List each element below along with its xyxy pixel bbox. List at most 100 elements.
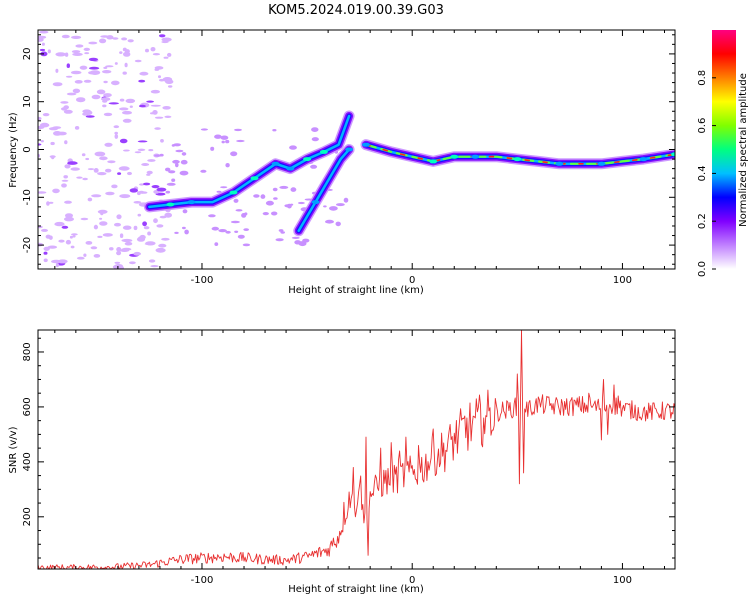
noise-blob <box>133 225 138 231</box>
colorbar: 0.0 0.2 0.4 0.6 0.8 Normalized spectral ampl… <box>697 30 749 277</box>
noise-blob <box>143 182 151 186</box>
noise-blob <box>97 172 107 176</box>
noise-blob <box>105 191 115 196</box>
noise-blob <box>65 75 73 78</box>
ridge-clump <box>311 200 320 205</box>
noise-blob <box>147 159 156 162</box>
noise-blob <box>146 173 151 176</box>
noise-blob <box>146 170 153 175</box>
ridge-clump <box>345 147 354 152</box>
noise-blob <box>235 209 243 212</box>
noise-blob <box>80 217 89 221</box>
noise-blob <box>221 140 225 144</box>
noise-blob <box>48 201 54 204</box>
noise-blob <box>60 101 69 104</box>
noise-blob <box>43 251 48 255</box>
noise-blob <box>66 92 77 96</box>
noise-blob <box>145 241 156 246</box>
colorbar-ticks: 0.0 0.2 0.4 0.6 0.8 <box>697 70 716 277</box>
noise-blob <box>96 89 106 95</box>
noise-blob <box>151 185 160 189</box>
noise-blob <box>146 100 155 103</box>
colorbar-tick-label: 0.4 <box>697 165 708 181</box>
noise-blob <box>81 153 86 157</box>
noise-blob <box>154 127 161 130</box>
noise-blob <box>152 110 158 115</box>
ridge-clump <box>187 200 196 205</box>
noise-blob <box>242 243 251 247</box>
colorbar-tick-label: 0.0 <box>697 261 708 277</box>
noise-blob <box>275 238 284 242</box>
noise-blob <box>42 113 50 117</box>
noise-blob <box>280 231 286 234</box>
noise-blob <box>225 230 231 234</box>
noise-blob <box>85 157 90 161</box>
noise-blob <box>70 70 82 75</box>
noise-blob <box>61 107 68 111</box>
noise-blob <box>63 109 73 114</box>
noise-blob <box>83 47 91 52</box>
noise-blob <box>122 110 132 115</box>
ridge-clump <box>639 157 648 162</box>
noise-blob <box>47 245 58 249</box>
noise-blob <box>298 241 307 247</box>
noise-blob <box>41 42 45 46</box>
x-tick-label: -100 <box>191 275 214 286</box>
figure-title: KOM5.2024.019.00.39.G03 <box>268 3 444 18</box>
noise-blob <box>97 209 108 214</box>
noise-blob <box>123 51 131 57</box>
noise-blob <box>260 194 266 199</box>
ridge-core-red <box>365 143 675 165</box>
noise-blob <box>64 52 69 57</box>
noise-blob <box>112 37 119 40</box>
noise-blob <box>74 126 80 130</box>
noise-blob <box>111 184 118 189</box>
noise-blob <box>107 160 116 164</box>
noise-blob <box>119 194 131 199</box>
noise-blob <box>116 251 122 256</box>
noise-blob <box>124 241 133 246</box>
noise-blob <box>150 104 161 107</box>
noise-blob <box>64 200 72 204</box>
noise-blob <box>272 129 277 132</box>
noise-blob <box>103 93 112 98</box>
noise-blob <box>39 122 50 128</box>
noise-blob <box>311 137 319 142</box>
noise-blob <box>102 233 113 237</box>
noise-blob <box>214 242 219 247</box>
noise-blob <box>147 231 152 236</box>
noise-blob <box>55 68 59 73</box>
noise-blob <box>55 52 66 57</box>
noise-blob <box>43 258 48 263</box>
noise-blob <box>290 187 297 192</box>
noise-blob <box>51 155 55 160</box>
noise-blob <box>119 138 128 144</box>
noise-blob <box>148 149 154 152</box>
noise-blob <box>174 231 179 234</box>
noise-blob <box>87 168 95 171</box>
noise-blob <box>72 88 81 94</box>
noise-blob <box>184 229 189 235</box>
noise-blob <box>66 63 71 68</box>
noise-blob <box>123 149 130 152</box>
noise-blob <box>163 56 169 59</box>
y-tick-label: 400 <box>22 452 33 471</box>
noise-blob <box>64 216 74 222</box>
noise-blob <box>134 59 142 63</box>
noise-blob <box>76 97 86 103</box>
noise-blob <box>236 139 245 143</box>
noise-blob <box>153 218 158 224</box>
noise-blob <box>297 201 305 205</box>
spectrogram-ylabel: Frequency (Hz) <box>8 112 19 188</box>
noise-blob <box>161 40 169 44</box>
noise-blob <box>121 238 133 243</box>
noise-blob <box>65 239 71 245</box>
noise-blob <box>200 128 208 131</box>
spectrogram-xlabel: Height of straight line (km) <box>288 285 424 296</box>
noise-blob <box>38 191 47 194</box>
ridge-clump <box>303 157 312 162</box>
noise-blob <box>69 235 73 239</box>
y-tick-label: 20 <box>22 48 33 61</box>
noise-blob <box>241 213 247 218</box>
